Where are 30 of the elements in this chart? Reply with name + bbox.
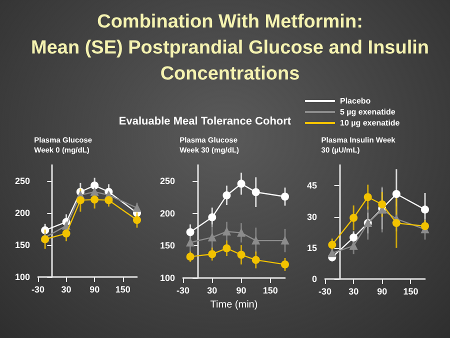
text: Combination With Metformin: Mean (SE) Postprandial Glucose and Insulin Concentrations [30,12,430,84]
y-tick-label: 0 [312,274,317,284]
y-tick-label: 150 [14,240,30,250]
x-tick-label: 150 [403,286,418,296]
y-tick-label: 100 [14,272,30,282]
y-tick-label: 200 [14,208,30,218]
x-tick-label: 90 [236,286,246,296]
y-tick-label: 30 [306,212,317,222]
x-tick-label: 30 [61,284,72,294]
x-tick-label: 150 [115,284,130,294]
y-tick-label: 45 [306,180,317,191]
x-tick-label: 150 [262,286,278,296]
x-tick-label: 90 [377,286,388,296]
x-tick-label: 30 [348,286,359,296]
legend-label: 5 µg exenatide [340,108,396,116]
chart-subtitle: Evaluable Meal Tolerance Cohort [118,116,292,128]
y-tick-label: 150 [160,240,175,251]
y-tick-label: 250 [14,176,30,186]
x-tick-label: 30 [207,286,218,296]
x-tick-label: -30 [31,284,45,294]
y-tick-label: 200 [160,208,175,218]
x-axis-title: Time (min) [210,300,258,310]
y-tick-label: 15 [306,242,317,253]
x-tick-label: -30 [176,286,190,296]
x-tick-label: -30 [318,286,332,296]
legend-label: Placebo [340,96,371,106]
y-tick-label: 250 [160,176,175,186]
legend-label: 10 µg exenatide [340,118,400,128]
x-tick-label: 90 [90,284,100,294]
y-tick-label: 100 [160,273,175,283]
